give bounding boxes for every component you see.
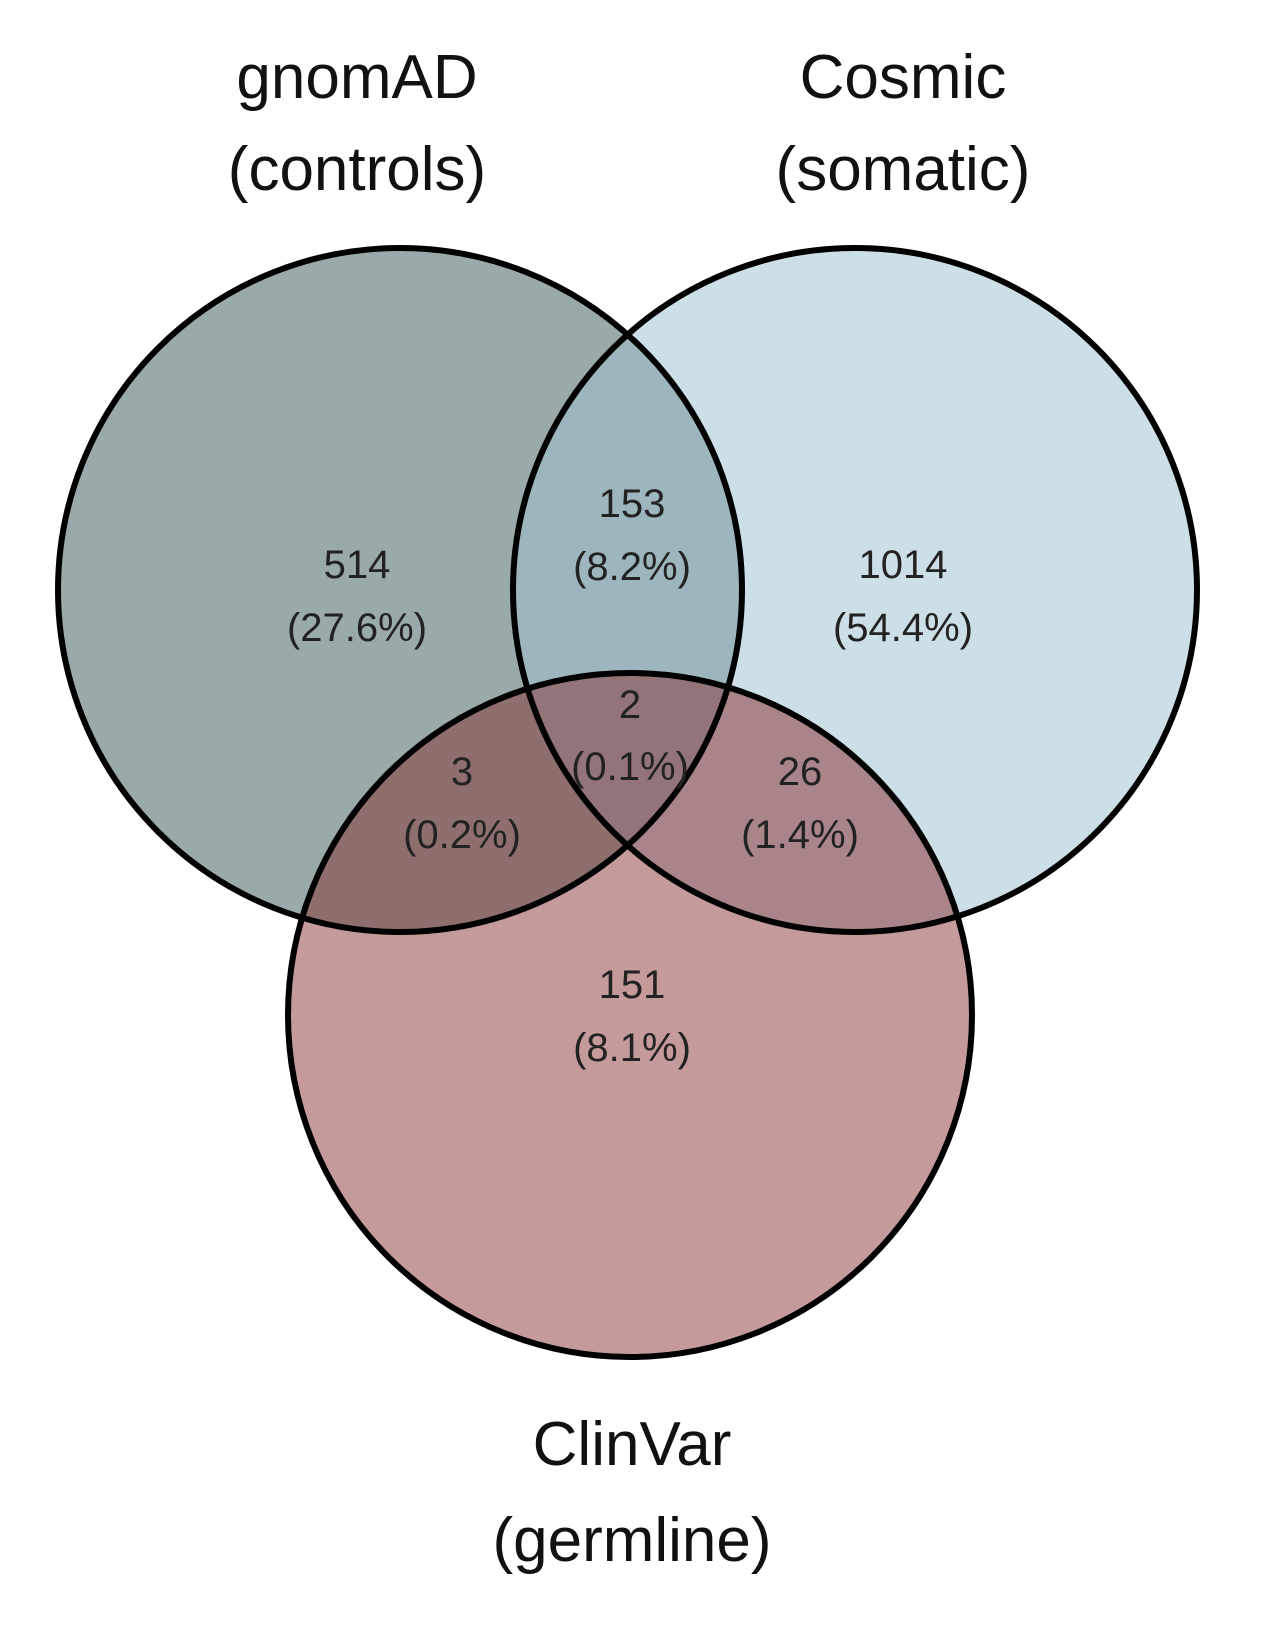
cosmic-set-subtitle: (somatic) <box>776 135 1031 204</box>
cosmic-set-name: Cosmic <box>800 43 1007 112</box>
cosmic-clinvar-percent: (1.4%) <box>741 813 859 857</box>
gnomad-circle-outline <box>55 245 745 935</box>
clinvar-set-subtitle: (germline) <box>492 1506 771 1575</box>
gnomad-clinvar-overlap-fill <box>288 673 742 932</box>
clinvar-circle-outline <box>285 670 975 1360</box>
gnomad-cosmic-count: 153 <box>599 482 666 526</box>
gnomad-clinvar-count: 3 <box>451 750 473 794</box>
gnomad-set-subtitle: (controls) <box>228 135 486 204</box>
clinvar-only-percent: (8.1%) <box>573 1026 691 1070</box>
cosmic-circle-outline <box>510 245 1200 935</box>
gnomad-clinvar-percent: (0.2%) <box>403 813 521 857</box>
cosmic-only-count: 1014 <box>859 543 948 587</box>
gnomad-set-name: gnomAD <box>236 43 477 112</box>
cosmic-only-percent: (54.4%) <box>833 606 973 650</box>
cosmic-clinvar-overlap-fill <box>513 673 972 932</box>
gnomad-cosmic-percent: (8.2%) <box>573 545 691 589</box>
gnomad-only-count: 514 <box>324 543 391 587</box>
clinvar-only-count: 151 <box>599 963 666 1007</box>
all-three-count: 2 <box>619 683 641 727</box>
gnomad-only-percent: (27.6%) <box>287 606 427 650</box>
all-three-percent: (0.1%) <box>571 745 689 789</box>
clinvar-set-name: ClinVar <box>533 1410 732 1479</box>
cosmic-clinvar-count: 26 <box>778 750 823 794</box>
